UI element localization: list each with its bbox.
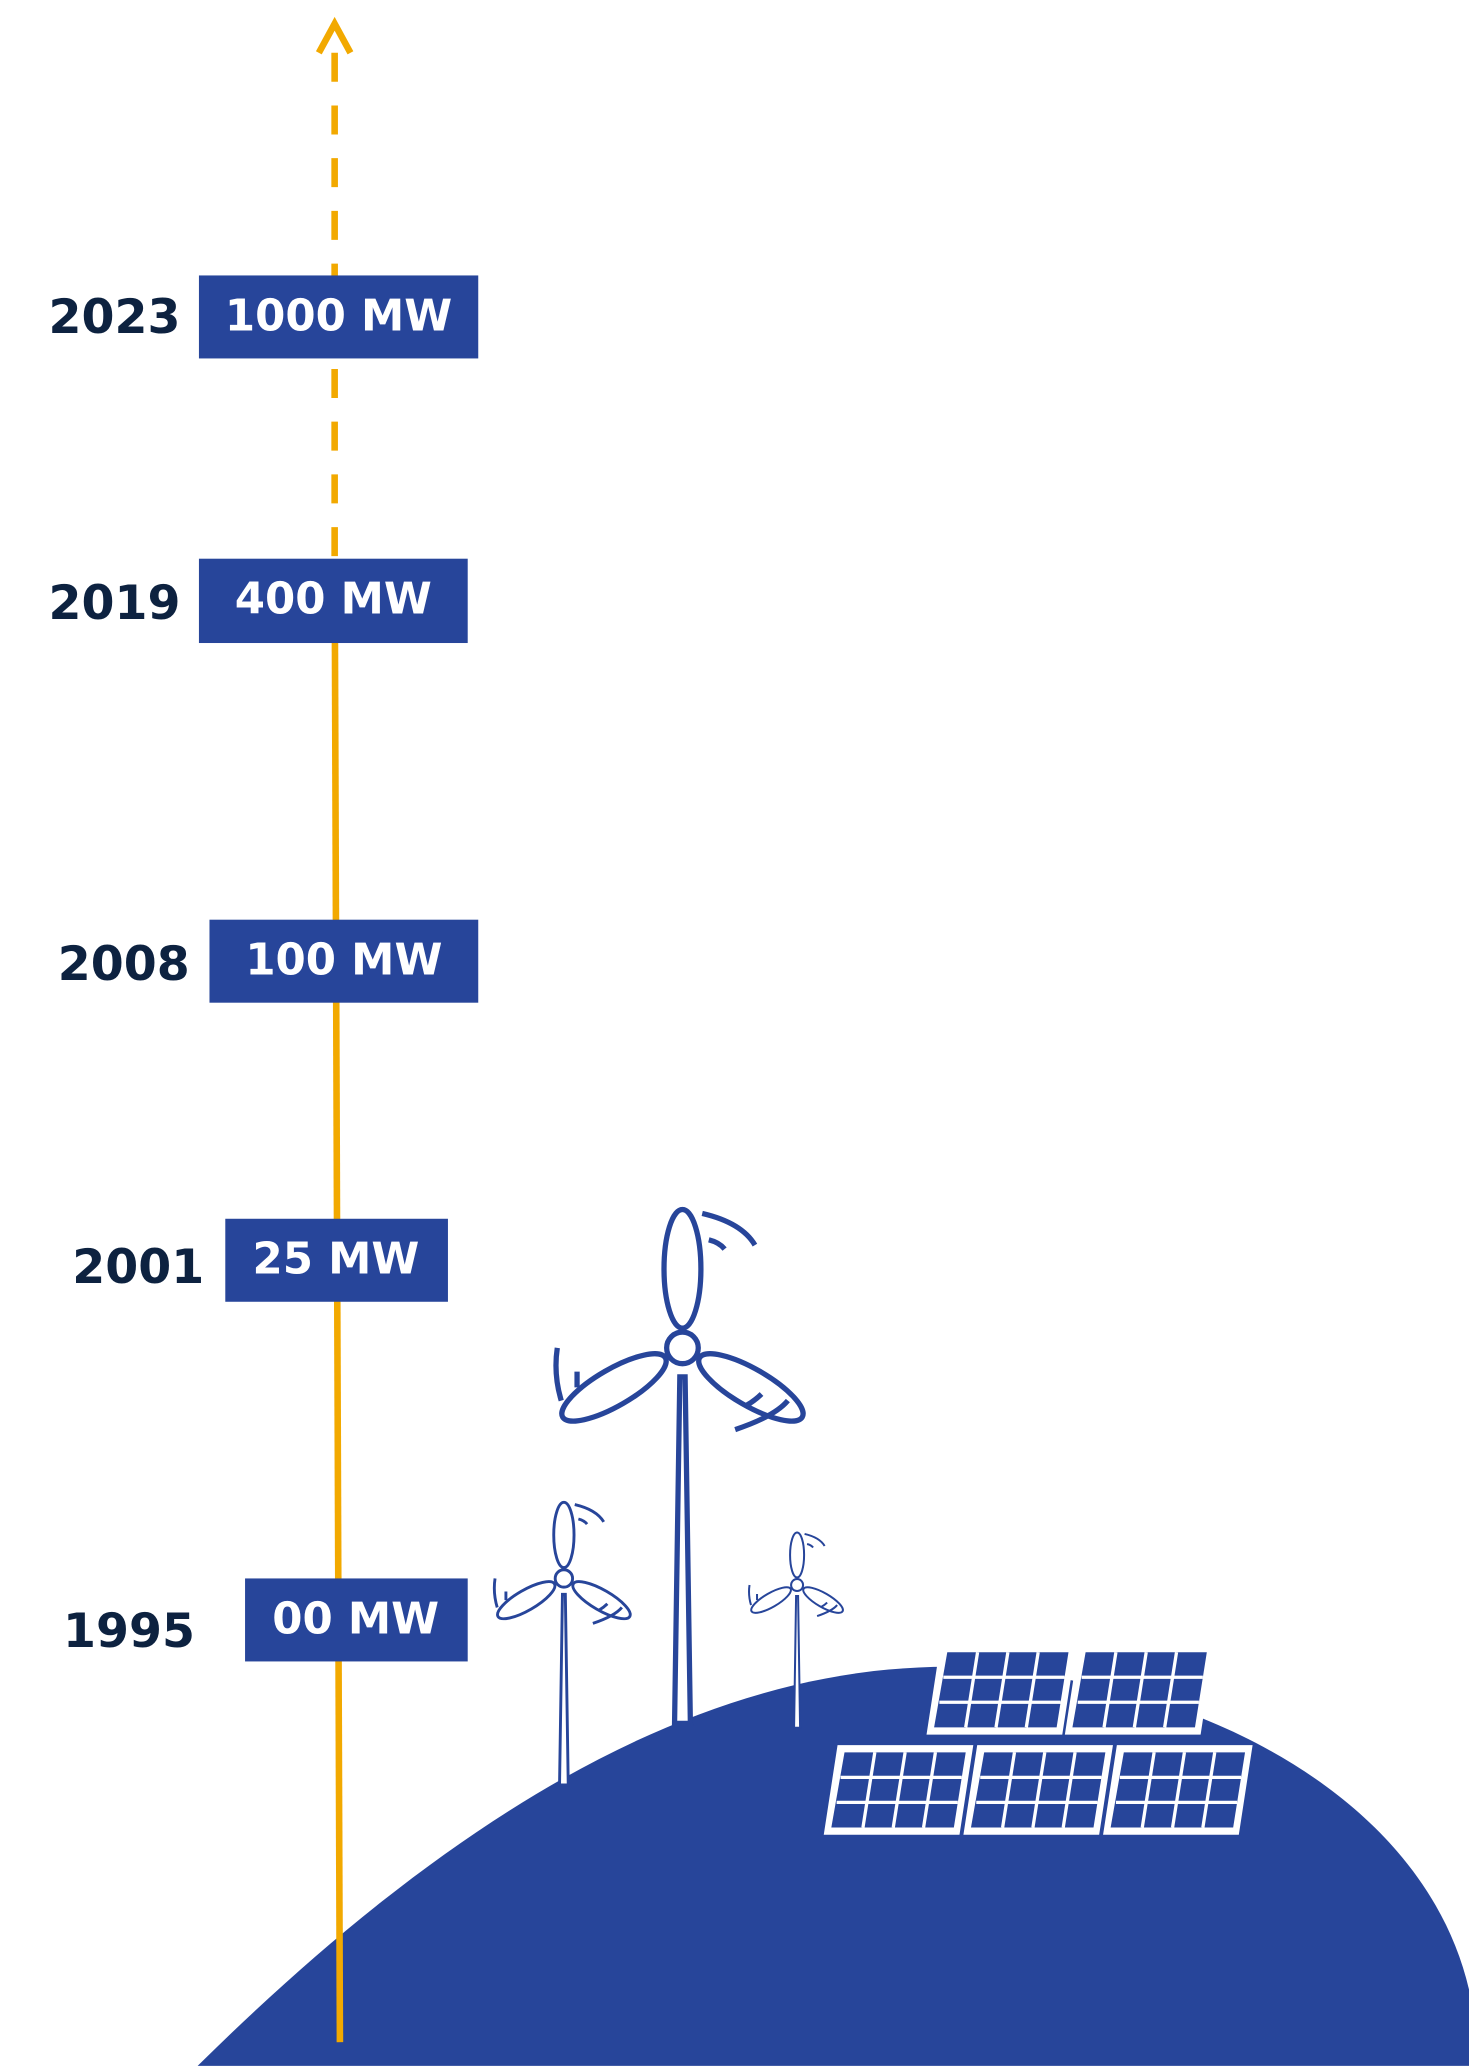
milestone: 2019 400 MW <box>49 559 468 643</box>
year: 2019 <box>49 576 181 631</box>
milestone: 2001 25 MW <box>72 1219 448 1302</box>
capacity: 00 MW <box>272 1594 439 1644</box>
year: 2023 <box>49 290 181 345</box>
capacity: 400 MW <box>235 575 432 625</box>
capacity: 25 MW <box>253 1235 420 1285</box>
hill <box>198 1667 1469 2066</box>
milestone: 2008 100 MW <box>58 920 478 1003</box>
milestone: 2023 1000 MW <box>49 275 479 358</box>
milestone: 1995 00 MW <box>63 1578 468 1661</box>
year: 2001 <box>72 1240 204 1295</box>
year: 1995 <box>63 1604 195 1659</box>
timeline-infographic: 2023 1000 MW 2019 400 MW 2008 100 MW 200… <box>0 0 1469 2066</box>
capacity: 1000 MW <box>225 291 452 341</box>
capacity: 100 MW <box>245 936 442 986</box>
year: 2008 <box>58 937 190 992</box>
